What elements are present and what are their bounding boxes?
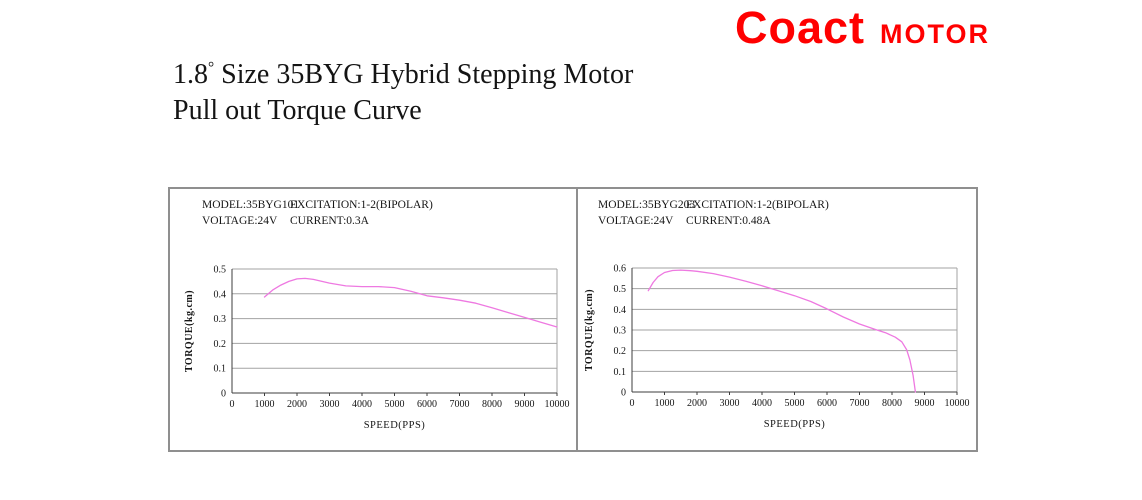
svg-text:8000: 8000 xyxy=(482,399,502,410)
excitation-label: EXCITATION:1-2(BIPOLAR) xyxy=(290,199,433,211)
svg-text:0.1: 0.1 xyxy=(214,364,227,375)
svg-text:0.6: 0.6 xyxy=(614,264,627,275)
torque-curve-chart-35byg203: 0 0.1 0.2 0.3 0.4 0.5 0.6 0 1000 2000 3000 4000 5000… xyxy=(584,264,970,431)
chart-panel-35byg101: MODEL:35BYG101 EXCITATION:1-2(BIPOLAR) V… xyxy=(170,189,576,450)
title-angle-value: 1.8 xyxy=(173,59,208,90)
svg-text:0.4: 0.4 xyxy=(614,305,627,316)
svg-text:TORQUE(kg.cm): TORQUE(kg.cm) xyxy=(584,289,595,371)
svg-text:9000: 9000 xyxy=(515,399,535,410)
svg-text:5000: 5000 xyxy=(785,398,805,409)
svg-text:SPEED(PPS): SPEED(PPS) xyxy=(364,420,426,431)
current-label: CURRENT:0.3A xyxy=(290,215,369,227)
svg-text:1000: 1000 xyxy=(655,398,675,409)
svg-text:9000: 9000 xyxy=(915,398,935,409)
brand-name: Coact xyxy=(735,2,866,53)
svg-text:7000: 7000 xyxy=(850,398,870,409)
svg-text:0: 0 xyxy=(621,388,626,399)
brand-logo: Coact MOTOR xyxy=(735,5,990,50)
svg-text:0.4: 0.4 xyxy=(214,289,227,300)
svg-text:0.2: 0.2 xyxy=(214,339,227,350)
svg-text:0: 0 xyxy=(221,389,226,400)
degree-symbol: ° xyxy=(208,59,215,77)
svg-text:7000: 7000 xyxy=(450,399,470,410)
voltage-label: VOLTAGE:24V xyxy=(598,215,674,227)
svg-text:1000: 1000 xyxy=(255,399,275,410)
model-label: MODEL:35BYG203 xyxy=(598,199,696,211)
svg-text:4000: 4000 xyxy=(752,398,772,409)
svg-text:10000: 10000 xyxy=(545,399,570,410)
svg-text:6000: 6000 xyxy=(817,398,837,409)
panel-divider xyxy=(576,189,578,450)
page-title-line1: 1.8° Size 35BYG Hybrid Stepping Motor xyxy=(173,57,633,93)
svg-text:4000: 4000 xyxy=(352,399,372,410)
svg-text:10000: 10000 xyxy=(945,398,970,409)
svg-text:0: 0 xyxy=(630,398,635,409)
svg-text:0.2: 0.2 xyxy=(614,346,627,357)
excitation-label: EXCITATION:1-2(BIPOLAR) xyxy=(686,199,829,211)
torque-curve-chart-35byg101: 0 0.1 0.2 0.3 0.4 0.5 0 1000 2000 3000 4000 5000 600… xyxy=(184,265,570,432)
page-title: 1.8° Size 35BYG Hybrid Stepping Motor Pu… xyxy=(173,57,633,129)
svg-text:0.3: 0.3 xyxy=(614,326,627,337)
svg-text:5000: 5000 xyxy=(385,399,405,410)
chart-panel-35byg203: MODEL:35BYG203 EXCITATION:1-2(BIPOLAR) V… xyxy=(578,189,974,450)
chart-panel-container: MODEL:35BYG101 EXCITATION:1-2(BIPOLAR) V… xyxy=(168,187,978,452)
svg-text:0.1: 0.1 xyxy=(614,367,627,378)
svg-text:0.5: 0.5 xyxy=(214,265,227,276)
svg-text:SPEED(PPS): SPEED(PPS) xyxy=(764,419,826,430)
svg-text:3000: 3000 xyxy=(320,399,340,410)
svg-text:3000: 3000 xyxy=(720,398,740,409)
svg-text:0: 0 xyxy=(230,399,235,410)
svg-text:TORQUE(kg.cm): TORQUE(kg.cm) xyxy=(184,290,195,372)
svg-text:2000: 2000 xyxy=(287,399,307,410)
svg-text:0.3: 0.3 xyxy=(214,314,227,325)
svg-text:2000: 2000 xyxy=(687,398,707,409)
current-label: CURRENT:0.48A xyxy=(686,215,771,227)
svg-text:8000: 8000 xyxy=(882,398,902,409)
svg-text:6000: 6000 xyxy=(417,399,437,410)
voltage-label: VOLTAGE:24V xyxy=(202,215,278,227)
motor-spec-block: MODEL:35BYG203 EXCITATION:1-2(BIPOLAR) V… xyxy=(598,197,829,229)
page-title-line2: Pull out Torque Curve xyxy=(173,95,422,126)
motor-spec-block: MODEL:35BYG101 EXCITATION:1-2(BIPOLAR) V… xyxy=(202,197,433,229)
model-label: MODEL:35BYG101 xyxy=(202,199,300,211)
title-line1-rest: Size 35BYG Hybrid Stepping Motor xyxy=(214,59,634,90)
brand-suffix: MOTOR xyxy=(880,19,991,49)
svg-text:0.5: 0.5 xyxy=(614,284,627,295)
